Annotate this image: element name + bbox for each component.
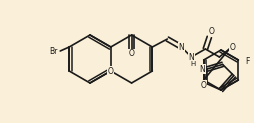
Text: O: O [209, 28, 214, 37]
Text: F: F [245, 57, 250, 67]
Text: N: N [188, 53, 194, 62]
Text: O: O [229, 43, 235, 52]
Text: O: O [108, 67, 114, 76]
Text: N: N [200, 65, 205, 74]
Text: H: H [191, 61, 196, 67]
Text: O: O [201, 81, 207, 90]
Text: N: N [179, 43, 184, 52]
Text: O: O [129, 49, 135, 59]
Text: Br: Br [49, 46, 57, 55]
